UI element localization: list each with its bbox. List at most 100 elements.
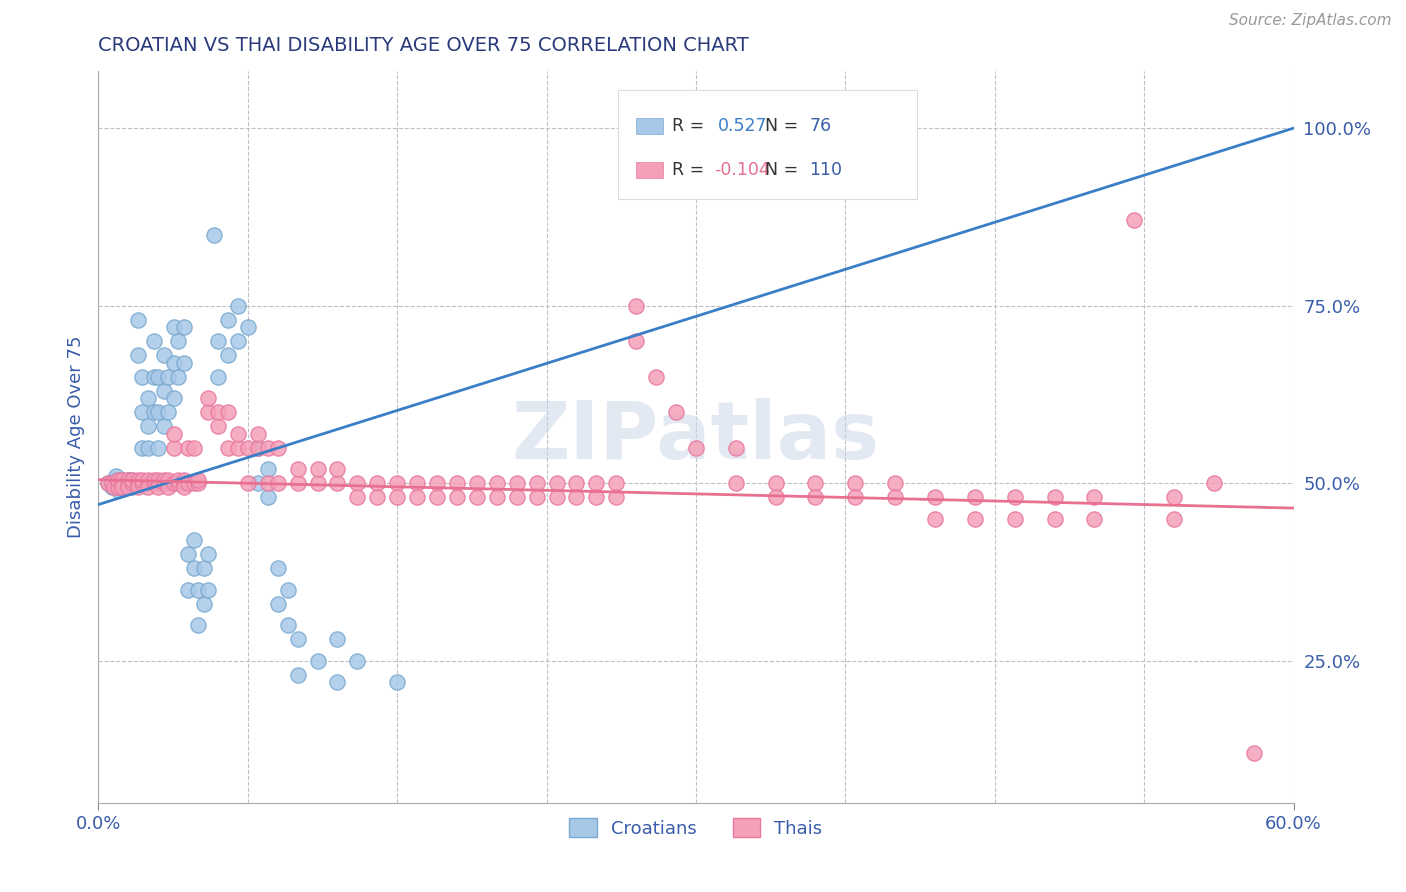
Point bbox=[136, 480, 159, 494]
Point bbox=[183, 441, 205, 455]
Point bbox=[131, 476, 153, 491]
Point bbox=[287, 668, 309, 682]
Point bbox=[326, 675, 349, 690]
Point bbox=[143, 334, 166, 349]
Point bbox=[143, 473, 166, 487]
Point bbox=[884, 476, 907, 491]
Point bbox=[605, 476, 627, 491]
Point bbox=[963, 512, 986, 526]
Point bbox=[844, 491, 866, 505]
Point bbox=[287, 462, 309, 476]
Point bbox=[136, 419, 159, 434]
Point bbox=[526, 476, 548, 491]
Point bbox=[111, 473, 134, 487]
Point bbox=[157, 369, 180, 384]
Point bbox=[884, 491, 907, 505]
Point bbox=[97, 476, 120, 491]
Point bbox=[153, 476, 176, 491]
Point bbox=[197, 391, 219, 405]
FancyBboxPatch shape bbox=[637, 162, 662, 178]
Point bbox=[117, 476, 139, 491]
Point bbox=[546, 491, 568, 505]
Point bbox=[177, 547, 200, 561]
Point bbox=[963, 491, 986, 505]
Point bbox=[226, 299, 249, 313]
Point bbox=[127, 473, 149, 487]
Point bbox=[226, 334, 249, 349]
Point bbox=[307, 476, 329, 491]
Point bbox=[1004, 512, 1026, 526]
Point bbox=[246, 476, 269, 491]
Point bbox=[1083, 491, 1105, 505]
Point bbox=[546, 476, 568, 491]
Point bbox=[426, 476, 449, 491]
Point bbox=[177, 582, 200, 597]
Point bbox=[256, 491, 278, 505]
Point bbox=[924, 491, 946, 505]
Point bbox=[1163, 512, 1185, 526]
Legend: Croatians, Thais: Croatians, Thais bbox=[562, 811, 830, 845]
Point bbox=[446, 491, 468, 505]
Point bbox=[157, 405, 180, 419]
Point bbox=[143, 476, 166, 491]
Point bbox=[127, 480, 149, 494]
Point bbox=[197, 582, 219, 597]
Point bbox=[465, 491, 488, 505]
Point bbox=[626, 299, 648, 313]
Point bbox=[626, 334, 648, 349]
Point bbox=[287, 476, 309, 491]
Point bbox=[163, 320, 186, 334]
Point bbox=[173, 320, 195, 334]
Point bbox=[765, 491, 787, 505]
Point bbox=[136, 473, 159, 487]
Text: R =: R = bbox=[672, 161, 710, 179]
Point bbox=[173, 355, 195, 369]
Point bbox=[1083, 512, 1105, 526]
Point bbox=[366, 491, 388, 505]
Point bbox=[1043, 491, 1066, 505]
Point bbox=[197, 547, 219, 561]
Point bbox=[207, 369, 229, 384]
Point bbox=[485, 491, 508, 505]
Point bbox=[226, 426, 249, 441]
Point bbox=[326, 476, 349, 491]
Point bbox=[148, 480, 170, 494]
Point bbox=[107, 483, 129, 498]
Point bbox=[127, 476, 149, 491]
Point bbox=[101, 480, 124, 494]
Point bbox=[1202, 476, 1225, 491]
Point bbox=[111, 476, 134, 491]
Point bbox=[1243, 746, 1265, 760]
Point bbox=[267, 561, 290, 575]
Point bbox=[665, 405, 688, 419]
Point bbox=[127, 476, 149, 491]
Point bbox=[246, 441, 269, 455]
Point bbox=[112, 480, 135, 494]
Point bbox=[565, 491, 588, 505]
Point bbox=[187, 476, 209, 491]
Point bbox=[157, 476, 180, 491]
Point bbox=[136, 441, 159, 455]
Point bbox=[765, 476, 787, 491]
Point bbox=[153, 348, 176, 362]
Point bbox=[406, 476, 429, 491]
Point bbox=[163, 426, 186, 441]
Point bbox=[217, 405, 239, 419]
Point bbox=[685, 441, 707, 455]
Point bbox=[167, 476, 190, 491]
Point bbox=[153, 419, 176, 434]
Text: -0.104: -0.104 bbox=[714, 161, 769, 179]
Point bbox=[177, 476, 200, 491]
Point bbox=[121, 480, 143, 494]
Point bbox=[187, 618, 209, 632]
Point bbox=[465, 476, 488, 491]
Text: N =: N = bbox=[765, 117, 804, 135]
Point bbox=[565, 476, 588, 491]
Point bbox=[267, 597, 290, 611]
Point bbox=[326, 462, 349, 476]
Point bbox=[131, 369, 153, 384]
Point bbox=[256, 476, 278, 491]
Point bbox=[121, 476, 143, 491]
Point bbox=[103, 473, 125, 487]
Point bbox=[485, 476, 508, 491]
